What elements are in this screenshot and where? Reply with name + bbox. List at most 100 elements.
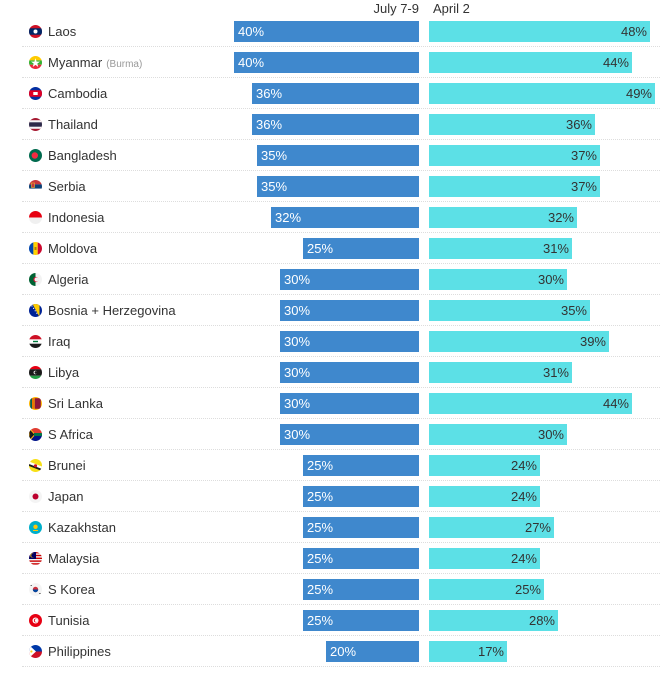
chart-row: Serbia 35% 37%	[0, 171, 660, 202]
chart-row: S Korea 25% 25%	[0, 574, 660, 605]
bar-july: 25%	[303, 238, 419, 259]
country-label: S Korea	[48, 582, 95, 597]
bar-july: 30%	[280, 300, 419, 321]
country-name: Laos	[48, 24, 77, 39]
row-divider	[22, 542, 660, 543]
bar-april: 17%	[429, 641, 507, 662]
row-divider	[22, 666, 660, 667]
sri-lanka-flag-icon	[29, 397, 42, 410]
malaysia-flag-icon	[29, 552, 42, 565]
bar-july: 36%	[252, 114, 419, 135]
bar-july: 30%	[280, 331, 419, 352]
bar-april: 44%	[429, 393, 632, 414]
moldova-flag-icon	[29, 242, 42, 255]
chart-row: Malaysia 25% 24%	[0, 543, 660, 574]
country-label: Philippines	[48, 644, 111, 659]
bangladesh-flag-icon	[29, 149, 42, 162]
country-label: Iraq	[48, 334, 70, 349]
bar-april: 31%	[429, 362, 572, 383]
row-divider	[22, 418, 660, 419]
chart-row: Libya 30% 31%	[0, 357, 660, 388]
row-divider	[22, 201, 660, 202]
country-name: Tunisia	[48, 613, 90, 628]
chart-row: S Africa 30% 30%	[0, 419, 660, 450]
country-name: S Korea	[48, 582, 95, 597]
bar-april: 37%	[429, 176, 600, 197]
country-label: S Africa	[48, 427, 93, 442]
brunei-flag-icon	[29, 459, 42, 472]
bar-april: 24%	[429, 486, 540, 507]
thailand-flag-icon	[29, 118, 42, 131]
bar-april: 24%	[429, 455, 540, 476]
tunisia-flag-icon	[29, 614, 42, 627]
chart-row: Brunei 25% 24%	[0, 450, 660, 481]
bar-july: 25%	[303, 455, 419, 476]
bar-april: 30%	[429, 269, 567, 290]
country-name: Japan	[48, 489, 84, 504]
country-name: Malaysia	[48, 551, 100, 566]
bar-july: 25%	[303, 517, 419, 538]
legend-april: April 2	[433, 1, 470, 16]
bar-july: 25%	[303, 610, 419, 631]
row-divider	[22, 46, 660, 47]
kazakhstan-flag-icon	[29, 521, 42, 534]
bar-april: 28%	[429, 610, 558, 631]
chart-row: Kazakhstan 25% 27%	[0, 512, 660, 543]
country-name: Moldova	[48, 241, 98, 256]
bar-april: 32%	[429, 207, 577, 228]
country-label: Cambodia	[48, 86, 107, 101]
bar-july: 25%	[303, 486, 419, 507]
country-name: S Africa	[48, 427, 93, 442]
bar-july: 30%	[280, 269, 419, 290]
bar-april: 44%	[429, 52, 632, 73]
bar-july: 30%	[280, 393, 419, 414]
country-name: Philippines	[48, 644, 111, 659]
bar-april: 31%	[429, 238, 572, 259]
country-name: Cambodia	[48, 86, 108, 101]
row-divider	[22, 635, 660, 636]
country-subtitle: (Burma)	[106, 59, 143, 70]
bar-july: 35%	[257, 145, 419, 166]
country-label: Malaysia	[48, 551, 99, 566]
country-label: Kazakhstan	[48, 520, 116, 535]
indonesia-flag-icon	[29, 211, 42, 224]
row-divider	[22, 170, 660, 171]
bar-april: 48%	[429, 21, 650, 42]
bar-april: 49%	[429, 83, 655, 104]
country-name: Bosnia + Herzegovina	[48, 303, 176, 318]
country-name: Myanmar	[48, 55, 103, 70]
bar-april: 30%	[429, 424, 567, 445]
row-divider	[22, 294, 660, 295]
country-name: Serbia	[48, 179, 86, 194]
chart-row: Algeria 30% 30%	[0, 264, 660, 295]
bar-april: 35%	[429, 300, 590, 321]
row-divider	[22, 325, 660, 326]
south-korea-flag-icon	[29, 583, 42, 596]
country-name: Indonesia	[48, 210, 105, 225]
bar-july: 40%	[234, 21, 419, 42]
bar-july: 30%	[280, 362, 419, 383]
bar-july: 30%	[280, 424, 419, 445]
row-divider	[22, 108, 660, 109]
libya-flag-icon	[29, 366, 42, 379]
chart-row: Laos 40% 48%	[0, 16, 660, 47]
bar-july: 32%	[271, 207, 419, 228]
country-label: Moldova	[48, 241, 97, 256]
chart-row: Tunisia 25% 28%	[0, 605, 660, 636]
philippines-flag-icon	[29, 645, 42, 658]
chart-row: Indonesia 32% 32%	[0, 202, 660, 233]
chart-row: Bangladesh 35% 37%	[0, 140, 660, 171]
country-name: Libya	[48, 365, 80, 380]
country-label: Bosnia + Herzegovina	[48, 303, 176, 318]
country-label: Myanmar (Burma)	[48, 55, 142, 70]
legend-july: July 7-9	[373, 1, 419, 16]
japan-flag-icon	[29, 490, 42, 503]
country-label: Bangladesh	[48, 148, 117, 163]
country-name: Algeria	[48, 272, 89, 287]
row-divider	[22, 604, 660, 605]
country-label: Japan	[48, 489, 83, 504]
bar-april: 39%	[429, 331, 609, 352]
country-name: Kazakhstan	[48, 520, 116, 535]
serbia-flag-icon	[29, 180, 42, 193]
country-label: Tunisia	[48, 613, 89, 628]
